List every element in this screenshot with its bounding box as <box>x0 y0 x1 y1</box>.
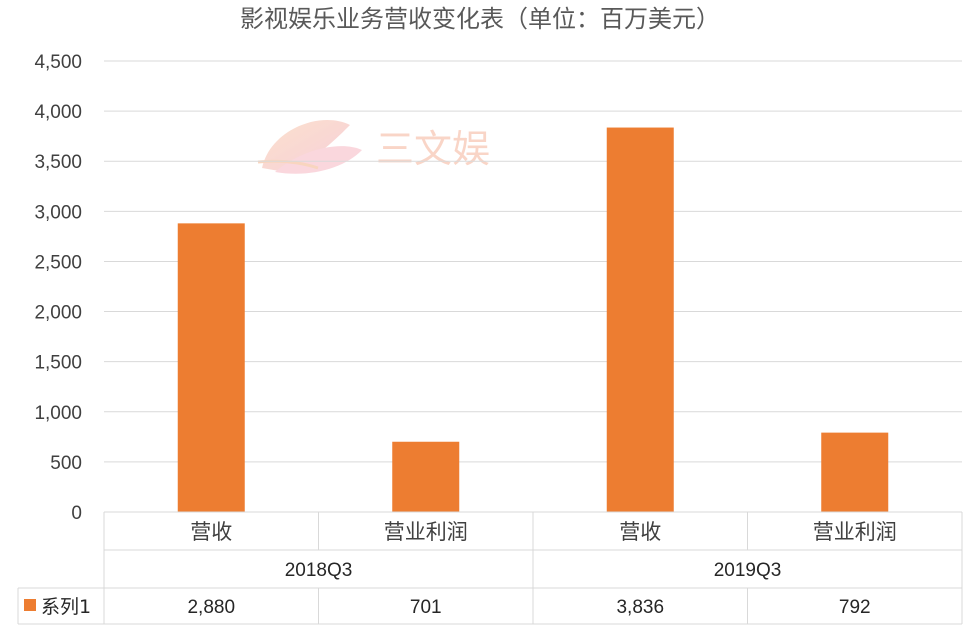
x-category-label: 营业利润 <box>384 520 468 544</box>
data-table: 营收 2,880 营业利润 701 营收 3,836 营业利润 792 2018Q3 2019Q3… <box>17 511 963 625</box>
x-category-label: 营收 <box>619 520 661 544</box>
y-tick-label: 1,500 <box>34 353 82 374</box>
x-category-label: 营业利润 <box>813 520 897 544</box>
y-tick-label: 500 <box>50 453 82 474</box>
x-group-label: 2019Q3 <box>714 560 782 581</box>
y-axis-ticks: 0 500 1,000 1,500 2,000 2,500 3,000 3,500 4,000 4… <box>34 52 82 524</box>
y-tick-label: 4,000 <box>34 102 82 123</box>
watermark-text: 三文娱 <box>376 127 490 171</box>
gridlines <box>104 60 962 463</box>
legend-swatch <box>24 599 36 611</box>
y-tick-label: 1,000 <box>34 403 82 424</box>
x-category-label: 营收 <box>190 520 232 544</box>
bar <box>821 432 889 512</box>
watermark-logo: 三文娱 <box>257 119 490 174</box>
legend-label: 系列1 <box>41 596 91 618</box>
data-table-value: 792 <box>839 597 871 618</box>
bars <box>177 127 889 513</box>
bar <box>606 127 674 513</box>
y-tick-label: 2,500 <box>34 252 82 273</box>
chart-title: 影视娱乐业务营收变化表（单位：百万美元） <box>240 5 720 33</box>
data-table-value: 701 <box>410 597 442 618</box>
y-tick-label: 2,000 <box>34 303 82 324</box>
data-table-value: 3,836 <box>616 597 664 618</box>
x-group-label: 2018Q3 <box>285 560 353 581</box>
bar <box>392 441 460 512</box>
bar <box>177 223 245 513</box>
y-tick-label: 0 <box>71 503 82 524</box>
y-tick-label: 3,500 <box>34 152 82 173</box>
y-tick-label: 3,000 <box>34 202 82 223</box>
data-table-value: 2,880 <box>187 597 235 618</box>
y-tick-label: 4,500 <box>34 52 82 73</box>
